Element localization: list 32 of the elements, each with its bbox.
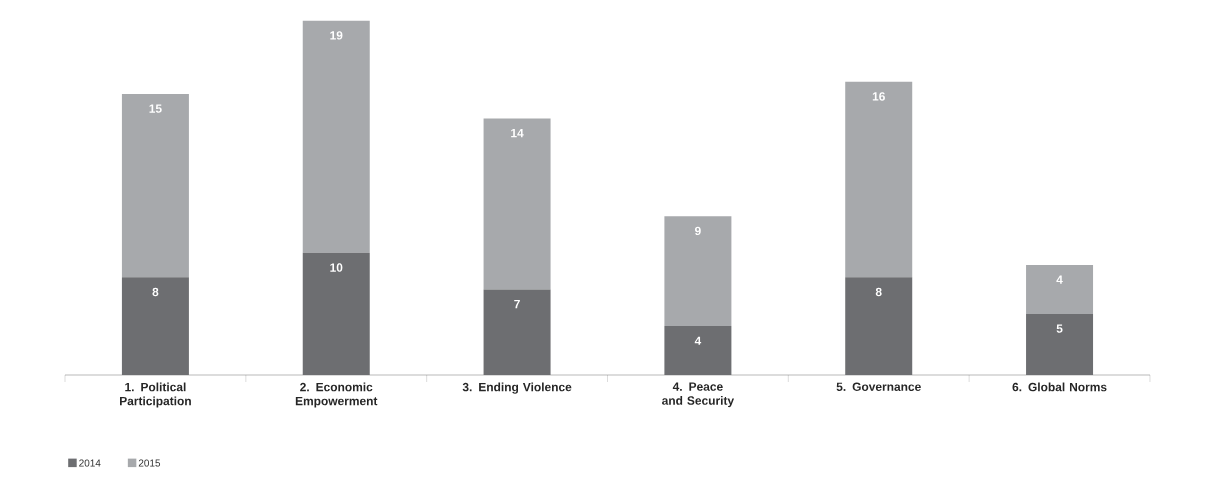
bar — [121, 93, 189, 278]
data-label: 7 — [514, 299, 520, 309]
x-tick-label: 4. Peace and Security — [662, 382, 735, 408]
data-label: 10 — [330, 263, 343, 272]
data-label: 15 — [149, 104, 162, 113]
data-label: 16 — [872, 92, 885, 101]
data-label: 14 — [511, 128, 524, 138]
data-label: 5 — [1056, 324, 1063, 333]
x-tick-label: 3. Ending Violence — [462, 382, 572, 394]
bar — [483, 289, 551, 375]
bar — [302, 20, 370, 253]
data-label: 8 — [152, 287, 159, 297]
data-label: 4 — [1056, 275, 1063, 284]
bar — [483, 118, 551, 290]
bar — [121, 277, 189, 375]
x-tick-label: 5. Governance — [836, 382, 921, 391]
bar — [664, 216, 732, 327]
bar — [1026, 265, 1094, 314]
bar — [1026, 313, 1094, 375]
data-label: 19 — [330, 31, 343, 40]
bar — [845, 277, 913, 375]
data-label: 4 — [694, 336, 702, 345]
x-tick-label: 6. Global Norms — [1012, 382, 1107, 392]
bar — [664, 326, 732, 375]
bar — [302, 252, 370, 375]
x-tick-label: 1. Political Participation — [120, 382, 191, 408]
legend-label: 2014 — [79, 459, 101, 467]
bar — [845, 81, 913, 278]
legend-label: 2015 — [138, 459, 161, 467]
data-label: 8 — [875, 287, 882, 297]
x-tick-label: 2. Economic Empowerment — [295, 382, 378, 408]
data-label: 9 — [694, 226, 701, 236]
